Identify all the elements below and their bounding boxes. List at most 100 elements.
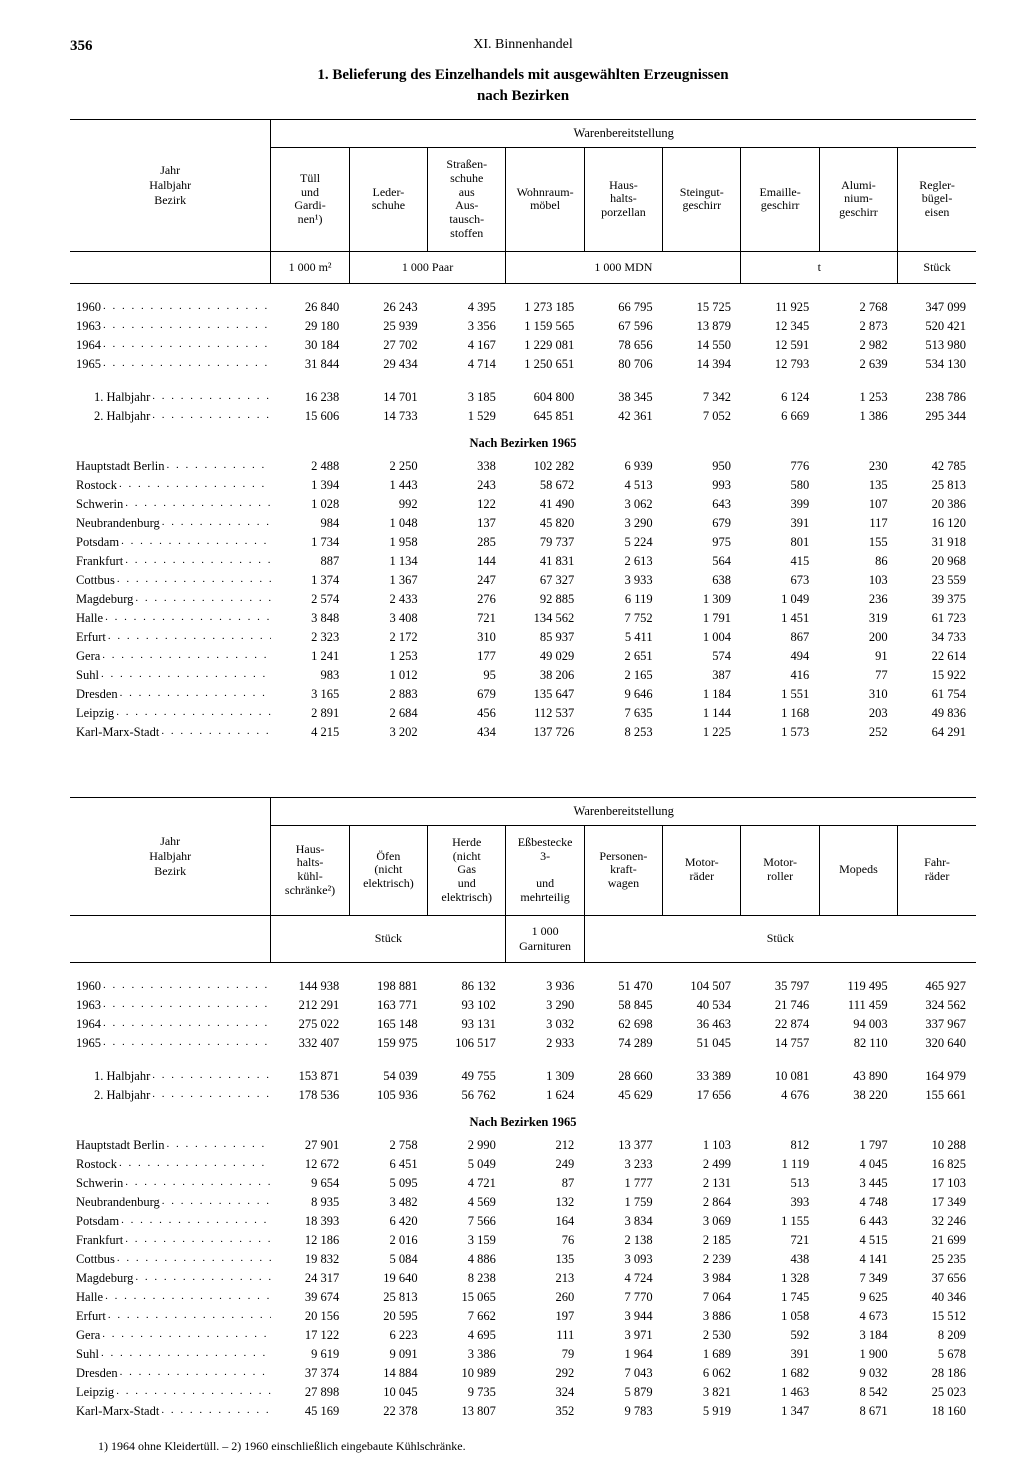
table-cell: 8 542 xyxy=(819,1383,897,1402)
table-cell: 58 845 xyxy=(584,996,662,1015)
table-cell: 993 xyxy=(663,476,741,495)
table-cell: 2 639 xyxy=(819,355,897,374)
table-cell: 2 165 xyxy=(584,666,662,685)
table-cell: 391 xyxy=(741,514,819,533)
table-cell: 25 235 xyxy=(898,1250,976,1269)
table-cell: 465 927 xyxy=(898,977,976,996)
table-cell: 4 569 xyxy=(428,1193,506,1212)
table-cell: 16 120 xyxy=(898,514,976,533)
column-header: Wohnraum-möbel xyxy=(506,148,584,252)
table-cell: 78 656 xyxy=(584,336,662,355)
table-cell: 17 349 xyxy=(898,1193,976,1212)
table-cell: 132 xyxy=(506,1193,584,1212)
table-cell: 6 124 xyxy=(741,388,819,407)
table-cell: 338 xyxy=(428,457,506,476)
table-cell: 230 xyxy=(819,457,897,476)
column-header: Haus-halts-kühl-schränke²) xyxy=(271,825,349,915)
table-cell: 1 394 xyxy=(271,476,349,495)
table-cell: 135 xyxy=(506,1250,584,1269)
table-cell: 212 xyxy=(506,1136,584,1155)
main-title-line1: 1. Belieferung des Einzelhandels mit aus… xyxy=(70,67,976,84)
table-cell: 122 xyxy=(428,495,506,514)
table-cell: 33 389 xyxy=(663,1067,741,1086)
unit-label: Stück xyxy=(271,915,506,962)
table-cell: 45 820 xyxy=(506,514,584,533)
table-cell: 19 832 xyxy=(271,1250,349,1269)
table-cell: 16 825 xyxy=(898,1155,976,1174)
table-cell: 1 624 xyxy=(506,1086,584,1105)
table-cell: 164 979 xyxy=(898,1067,976,1086)
table-cell: 61 723 xyxy=(898,609,976,628)
table-cell: 111 459 xyxy=(819,996,897,1015)
column-header: Eßbestecke3-undmehrteilig xyxy=(506,825,584,915)
table-cell: 5 095 xyxy=(349,1174,427,1193)
table-cell: 592 xyxy=(741,1326,819,1345)
table-cell: 103 xyxy=(819,571,897,590)
table-cell: 93 102 xyxy=(428,996,506,1015)
table-cell: 18 393 xyxy=(271,1212,349,1231)
table-cell: 93 131 xyxy=(428,1015,506,1034)
table-cell: 801 xyxy=(741,533,819,552)
table-cell: 8 209 xyxy=(898,1326,976,1345)
table-cell: 4 215 xyxy=(271,723,349,742)
table-cell: 18 160 xyxy=(898,1402,976,1421)
table-cell: 3 202 xyxy=(349,723,427,742)
table-cell: 74 289 xyxy=(584,1034,662,1053)
table-cell: 276 xyxy=(428,590,506,609)
row-label: Schwerin xyxy=(70,495,271,514)
table-cell: 3 290 xyxy=(506,996,584,1015)
table-cell: 1 347 xyxy=(741,1402,819,1421)
table-cell: 28 186 xyxy=(898,1364,976,1383)
table-cell: 22 614 xyxy=(898,647,976,666)
table-cell: 5 919 xyxy=(663,1402,741,1421)
table-cell: 137 726 xyxy=(506,723,584,742)
table-cell: 32 246 xyxy=(898,1212,976,1231)
table-cell: 1 958 xyxy=(349,533,427,552)
table-cell: 2 499 xyxy=(663,1155,741,1174)
table-cell: 24 317 xyxy=(271,1269,349,1288)
table-cell: 3 984 xyxy=(663,1269,741,1288)
table-cell: 2 864 xyxy=(663,1193,741,1212)
table-cell: 38 345 xyxy=(584,388,662,407)
table-cell: 95 xyxy=(428,666,506,685)
row-label: 1960 xyxy=(70,298,271,317)
row-label: Magdeburg xyxy=(70,1269,271,1288)
table-cell: 8 671 xyxy=(819,1402,897,1421)
page-number: 356 xyxy=(70,38,93,55)
table-cell: 236 xyxy=(819,590,897,609)
table-cell: 324 xyxy=(506,1383,584,1402)
span-header: Warenbereitstellung xyxy=(271,120,976,148)
table-cell: 9 646 xyxy=(584,685,662,704)
table-cell: 25 813 xyxy=(349,1288,427,1307)
table-cell: 2 172 xyxy=(349,628,427,647)
row-label: 1964 xyxy=(70,1015,271,1034)
table-cell: 1 103 xyxy=(663,1136,741,1155)
table-cell: 2 323 xyxy=(271,628,349,647)
table-cell: 17 103 xyxy=(898,1174,976,1193)
table-cell: 27 901 xyxy=(271,1136,349,1155)
row-label: 1. Halbjahr xyxy=(70,388,271,407)
table-cell: 105 936 xyxy=(349,1086,427,1105)
table-cell: 1 159 565 xyxy=(506,317,584,336)
table-cell: 3 165 xyxy=(271,685,349,704)
table-cell: 574 xyxy=(663,647,741,666)
table-cell: 1 250 651 xyxy=(506,355,584,374)
row-label: Halle xyxy=(70,609,271,628)
table-cell: 1 451 xyxy=(741,609,819,628)
table-cell: 5 084 xyxy=(349,1250,427,1269)
row-label: Neubrandenburg xyxy=(70,514,271,533)
row-label: Frankfurt xyxy=(70,1231,271,1250)
column-header: TüllundGardi-nen¹) xyxy=(271,148,349,252)
table-cell: 1 168 xyxy=(741,704,819,723)
table-cell: 3 290 xyxy=(584,514,662,533)
table-cell: 36 463 xyxy=(663,1015,741,1034)
table-cell: 285 xyxy=(428,533,506,552)
table-cell: 4 515 xyxy=(819,1231,897,1250)
table-cell: 15 922 xyxy=(898,666,976,685)
table-cell: 3 445 xyxy=(819,1174,897,1193)
table-cell: 3 944 xyxy=(584,1307,662,1326)
table-cell: 37 374 xyxy=(271,1364,349,1383)
table-cell: 1 745 xyxy=(741,1288,819,1307)
table-cell: 12 345 xyxy=(741,317,819,336)
table-cell: 3 185 xyxy=(428,388,506,407)
